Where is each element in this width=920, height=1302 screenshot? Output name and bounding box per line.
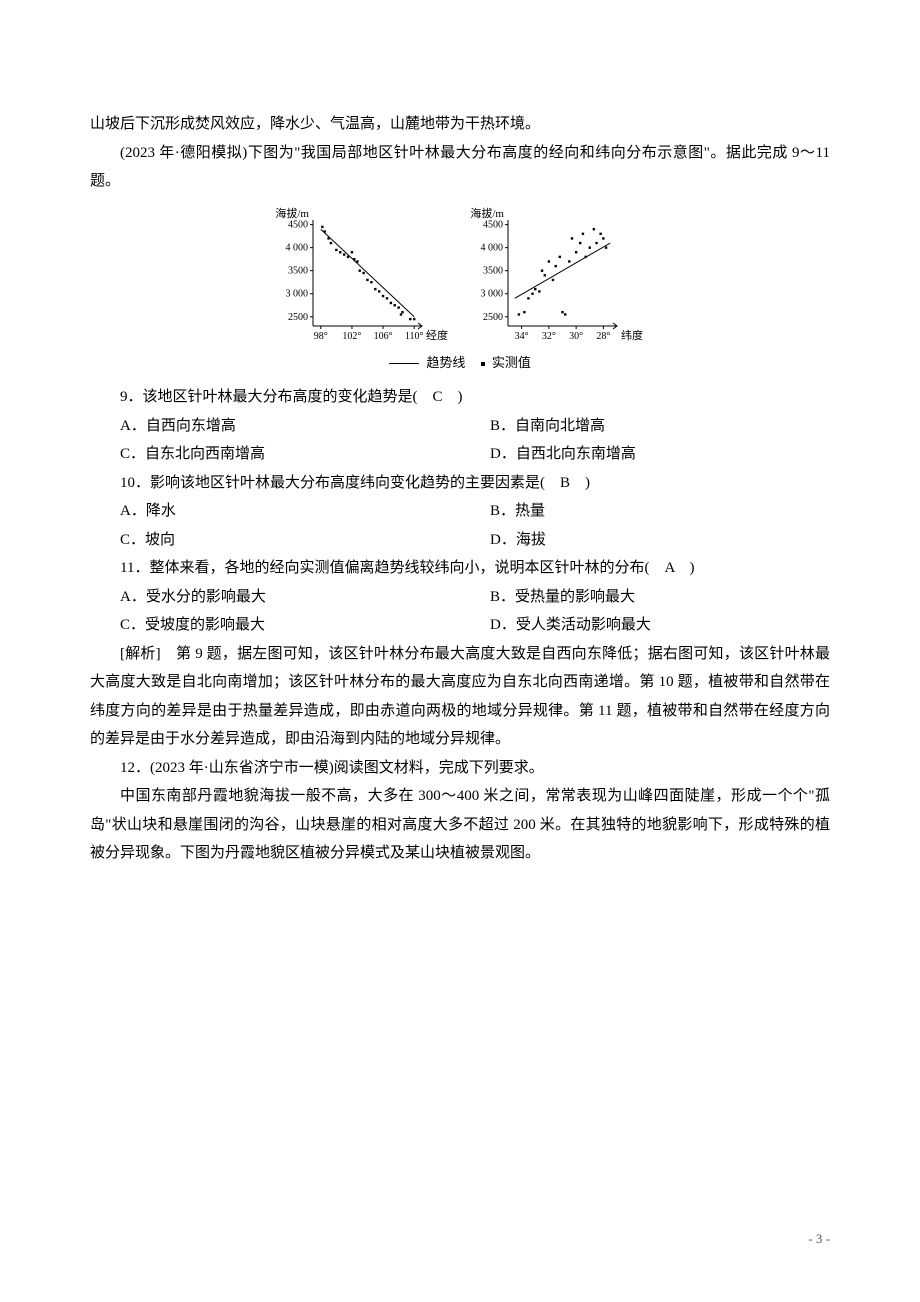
svg-text:3500: 3500 [483,265,503,276]
legend-measured-label: 实测值 [492,355,531,370]
legend-trend-line-icon [389,363,419,364]
svg-text:110°: 110° [405,331,424,342]
svg-text:3500: 3500 [288,265,308,276]
q10-option-c: C．坡向 [90,526,460,555]
q9-option-b: B．自南向北增高 [460,412,830,441]
q10-stem: 10．影响该地区针叶林最大分布高度纬向变化趋势的主要因素是( B ) [90,469,830,498]
q11-option-b: B．受热量的影响最大 [460,583,830,612]
charts-container: 海拔/m 2500 3 000 3500 4 000 4500 98° 102° 106° 110… [90,206,830,346]
svg-text:28°: 28° [596,331,610,342]
svg-text:4500: 4500 [288,219,308,230]
svg-text:30°: 30° [569,331,583,342]
svg-text:2500: 2500 [483,311,503,322]
svg-text:3 000: 3 000 [481,288,504,299]
svg-text:海拔/m: 海拔/m [470,206,504,220]
q11-option-c: C．受坡度的影响最大 [90,611,460,640]
svg-text:4 000: 4 000 [286,242,309,253]
q9-option-d: D．自西北向东南增高 [460,440,830,469]
svg-text:106°: 106° [374,331,393,342]
analysis-paragraph: [解析] 第 9 题，据左图可知，该区针叶林分布最大高度大致是自西向东降低；据右… [90,640,830,754]
q10-option-d: D．海拔 [460,526,830,555]
q11-option-a: A．受水分的影响最大 [90,583,460,612]
svg-text:海拔/m: 海拔/m [275,206,309,220]
intro-paragraph: 山坡后下沉形成焚风效应，降水少、气温高，山麓地带为干热环境。 [90,110,830,139]
q9-option-a: A．自西向东增高 [90,412,460,441]
svg-text:4500: 4500 [483,219,503,230]
svg-text:98°: 98° [314,331,328,342]
page-number: - 3 - [808,1227,830,1252]
q11-stem: 11．整体来看，各地的经向实测值偏离趋势线较纬向小，说明本区针叶林的分布( A … [90,554,830,583]
legend-trend-label: 趋势线 [426,355,465,370]
svg-text:4 000: 4 000 [481,242,504,253]
svg-text:经度: 经度 [426,328,448,342]
chart-legend: 趋势线 实测值 [90,351,830,376]
q9-option-c: C．自东北向西南增高 [90,440,460,469]
chart-right-latitude: 海拔/m 2500 3 000 3500 4 000 4500 34° 32° 30° 28° 纬度 [470,206,645,346]
svg-text:2500: 2500 [288,311,308,322]
svg-text:纬度: 纬度 [621,328,643,342]
q12-paragraph: 中国东南部丹霞地貌海拔一般不高，大多在 300～400 米之间，常常表现为山峰四… [90,782,830,868]
svg-text:34°: 34° [515,331,529,342]
svg-text:32°: 32° [542,331,556,342]
chart-left-longitude: 海拔/m 2500 3 000 3500 4 000 4500 98° 102° 106° 110… [275,206,450,346]
svg-text:102°: 102° [342,331,361,342]
q10-option-b: B．热量 [460,497,830,526]
q9-stem: 9．该地区针叶林最大分布高度的变化趋势是( C ) [90,383,830,412]
svg-text:3 000: 3 000 [286,288,309,299]
q10-option-a: A．降水 [90,497,460,526]
q11-option-d: D．受人类活动影响最大 [460,611,830,640]
q12-stem: 12．(2023 年·山东省济宁市一模)阅读图文材料，完成下列要求。 [90,754,830,783]
context-paragraph: (2023 年·德阳模拟)下图为"我国局部地区针叶林最大分布高度的经向和纬向分布… [90,139,830,196]
legend-dot-icon [481,362,485,366]
